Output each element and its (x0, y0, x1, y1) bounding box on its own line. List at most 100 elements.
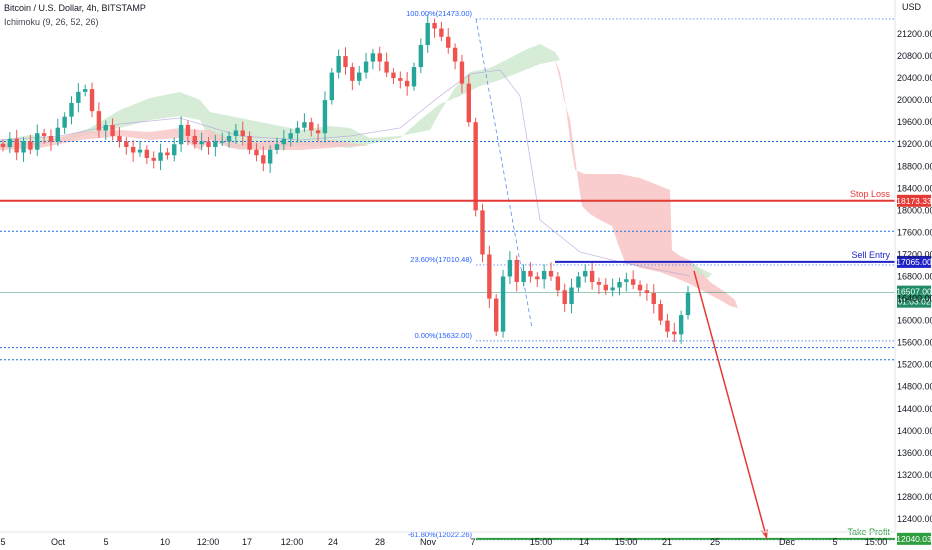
time-axis[interactable]: 5 Oct 5 10 12:00 17 12:00 24 28 Nov 7 15:00 14 15:00 2… (0, 531, 895, 547)
price-tag: 18173.33 (896, 194, 932, 207)
candle-body (562, 290, 567, 305)
candle-body (446, 36, 451, 48)
candle-body (199, 141, 204, 145)
candle-body (0, 143, 6, 147)
time-tick-label: 5 (0, 537, 5, 547)
candle-body (603, 284, 608, 291)
candle-body (589, 270, 595, 283)
candle-body (315, 130, 321, 134)
candle-body (288, 133, 293, 139)
candle-body (103, 124, 108, 131)
candle-body (62, 116, 67, 128)
current-price-timer: 01:03:02 (897, 297, 930, 307)
candle-body (363, 61, 369, 73)
projection-line (693, 270, 766, 536)
candle-body (569, 287, 574, 305)
candle-body (206, 141, 211, 147)
time-tick-label: Oct (51, 537, 66, 547)
time-tick-label: 15:00 (530, 537, 553, 547)
candle-body (267, 149, 273, 164)
candle-body (480, 210, 485, 255)
candle-body (302, 122, 307, 128)
price-tag-value: 18173.33 (896, 196, 932, 206)
candle-body (158, 152, 163, 161)
candle-body (178, 124, 184, 145)
candle-body (685, 292, 691, 316)
candle-body (425, 22, 430, 46)
candle-body (343, 56, 348, 68)
symbol-title[interactable]: Bitcoin / U.S. Dollar, 4h, BITSTAMP (4, 3, 146, 13)
fibonacci-levels: 100.00%(21473.00) 23.60%(17010.48) 0.00%(1… (0, 9, 895, 541)
candle-body (254, 149, 259, 156)
price-tick-label: 19600.00 (897, 117, 932, 127)
candle-body (514, 259, 519, 283)
price-tag-bg (897, 194, 931, 207)
candle-body (137, 149, 143, 153)
candle-body (69, 102, 74, 117)
time-tick-label: Dec (779, 537, 796, 547)
candle-body (439, 28, 444, 37)
price-tick-label: 14000.00 (897, 426, 932, 436)
price-tick-label: 18800.00 (897, 161, 932, 171)
candle-body (507, 259, 513, 277)
candle-body (295, 127, 300, 134)
candlesticks (0, 14, 691, 344)
candle-body (172, 144, 177, 156)
candle-body (329, 72, 334, 101)
current-price-tag-bg (897, 285, 931, 308)
price-tick-label: 18400.00 (897, 183, 932, 193)
price-tick-label: 20000.00 (897, 95, 932, 105)
candle-body (432, 22, 437, 29)
candle-body (521, 270, 526, 283)
price-tick-label: 13200.00 (897, 470, 932, 480)
candle-body (617, 282, 622, 288)
fib-label: 0.00%(15632.00) (414, 331, 472, 340)
candle-body (165, 152, 170, 156)
price-tick-label: 15600.00 (897, 338, 932, 348)
candle-body (350, 67, 355, 81)
price-tick-label: 16000.00 (897, 316, 932, 326)
price-tick-label: 17200.00 (897, 249, 932, 259)
dotted-levels (0, 140, 895, 361)
time-tick-label: 5 (832, 537, 837, 547)
candle-body (28, 141, 33, 150)
time-tick-label: 15:00 (865, 537, 888, 547)
candle-body (322, 100, 328, 134)
candle-body (21, 141, 26, 153)
price-tick-label: 20800.00 (897, 51, 932, 61)
ichimoku-cloud (0, 44, 738, 308)
time-tick-label: 28 (375, 537, 385, 547)
candle-body (76, 91, 81, 103)
price-tick-label: 19200.00 (897, 139, 932, 149)
price-tag: 12040.03 (896, 532, 932, 545)
candle-body (665, 320, 670, 332)
candle-body (678, 315, 684, 335)
candle-body (124, 141, 129, 147)
candle-body (144, 149, 150, 159)
time-tick-label: 5 (103, 537, 108, 547)
candle-body (487, 254, 492, 299)
ichimoku-base-line (0, 69, 691, 277)
candle-body (274, 144, 280, 150)
price-tick-label: 17600.00 (897, 227, 932, 237)
current-price-value: 16507.00 (896, 287, 932, 297)
candle-body (658, 304, 663, 321)
candle-body (541, 270, 547, 280)
price-axis[interactable]: USD 12400.00 12800.00 13200.00 13600.00 14000… (894, 0, 932, 532)
trade-level-name: Sell Entry (851, 250, 890, 260)
indicator-legend[interactable]: Ichimoku (9, 26, 52, 26) (4, 17, 99, 27)
price-tag-value: 17065.00 (896, 257, 932, 267)
time-tick-label: 14 (579, 537, 589, 547)
candle-body (83, 89, 88, 92)
candle-body (14, 138, 19, 153)
candle-body (247, 135, 252, 150)
candle-body (226, 135, 232, 142)
candle-body (404, 80, 410, 87)
candle-body (357, 72, 362, 81)
candle-body (535, 276, 540, 280)
candle-body (48, 135, 54, 142)
time-tick-label: 24 (328, 537, 338, 547)
